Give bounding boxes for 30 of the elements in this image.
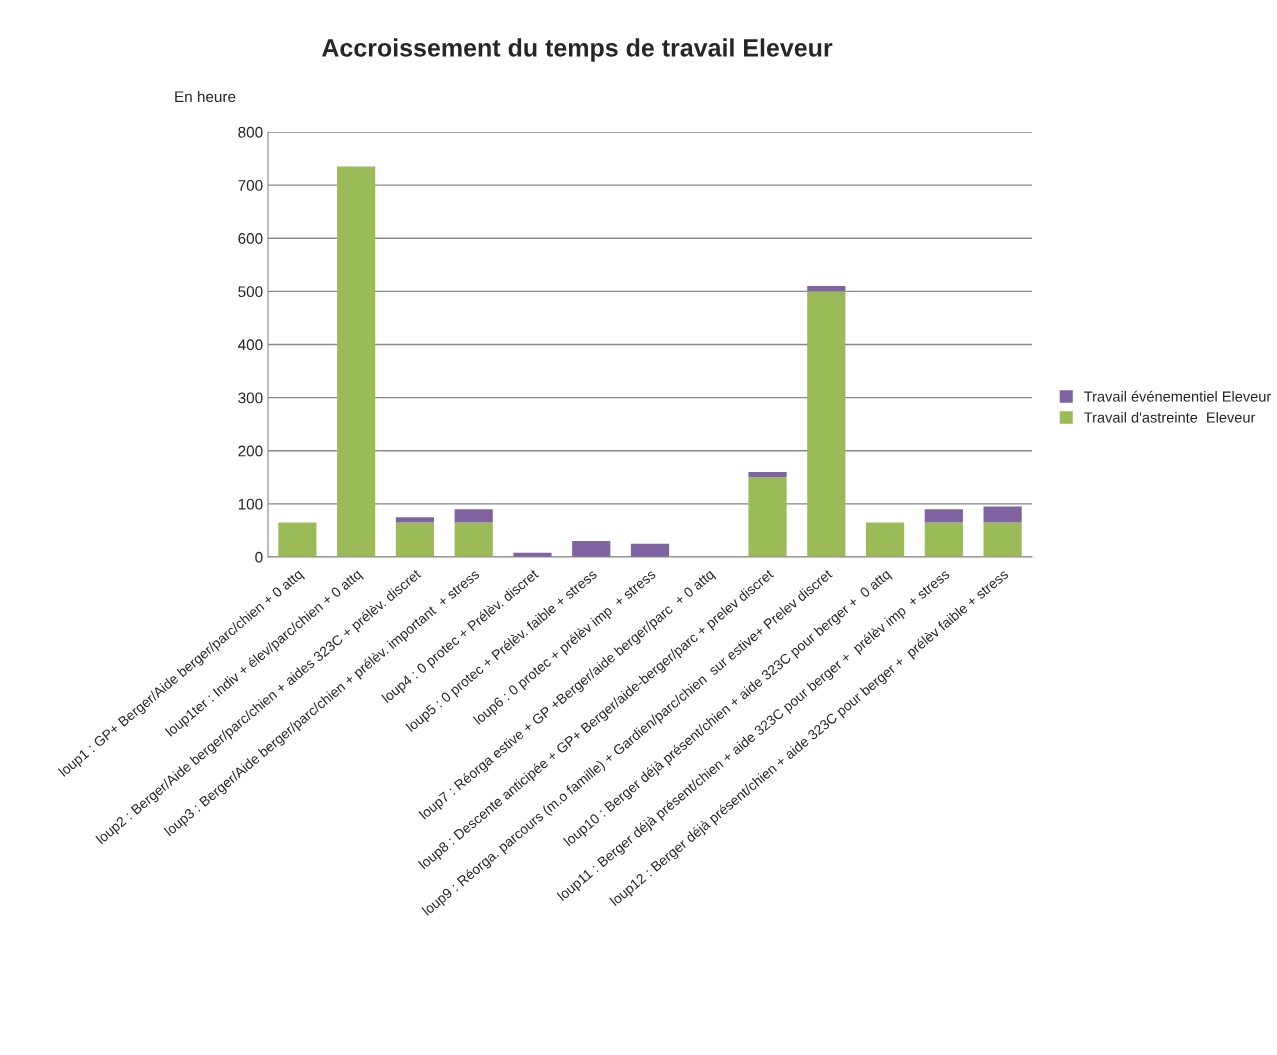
bar xyxy=(278,522,317,557)
y-tick-label: 600 xyxy=(238,233,263,244)
bar xyxy=(395,522,435,557)
bar xyxy=(983,522,1022,557)
bar xyxy=(807,291,846,557)
chart-title: Accroissement du temps de travail Eleveur xyxy=(321,38,833,62)
legend-label: Travail d'astreinte Eleveur xyxy=(1084,411,1256,423)
bar xyxy=(924,522,963,557)
y-tick-label: 500 xyxy=(238,286,263,298)
bar xyxy=(924,509,963,523)
y-tick-label: 0 xyxy=(255,551,263,563)
y-tick-label: 700 xyxy=(238,179,263,191)
bar xyxy=(983,506,1022,523)
y-tick-label: 400 xyxy=(238,339,263,351)
bar xyxy=(572,541,611,557)
bar xyxy=(337,166,376,557)
bar xyxy=(807,286,846,292)
y-tick-label: 300 xyxy=(238,392,263,404)
bar xyxy=(395,517,435,523)
y-tick-label: 200 xyxy=(238,445,263,457)
bar xyxy=(454,509,493,523)
bar xyxy=(454,522,493,557)
y-tick-label: 800 xyxy=(238,126,263,138)
bar xyxy=(748,472,787,478)
y-tick-label: 100 xyxy=(238,498,263,510)
bar xyxy=(865,522,905,557)
y-axis-title: En heure xyxy=(175,90,236,103)
legend-label: Travail événementiel Eleveur xyxy=(1084,390,1271,402)
bar xyxy=(630,543,670,557)
bar xyxy=(748,477,787,557)
